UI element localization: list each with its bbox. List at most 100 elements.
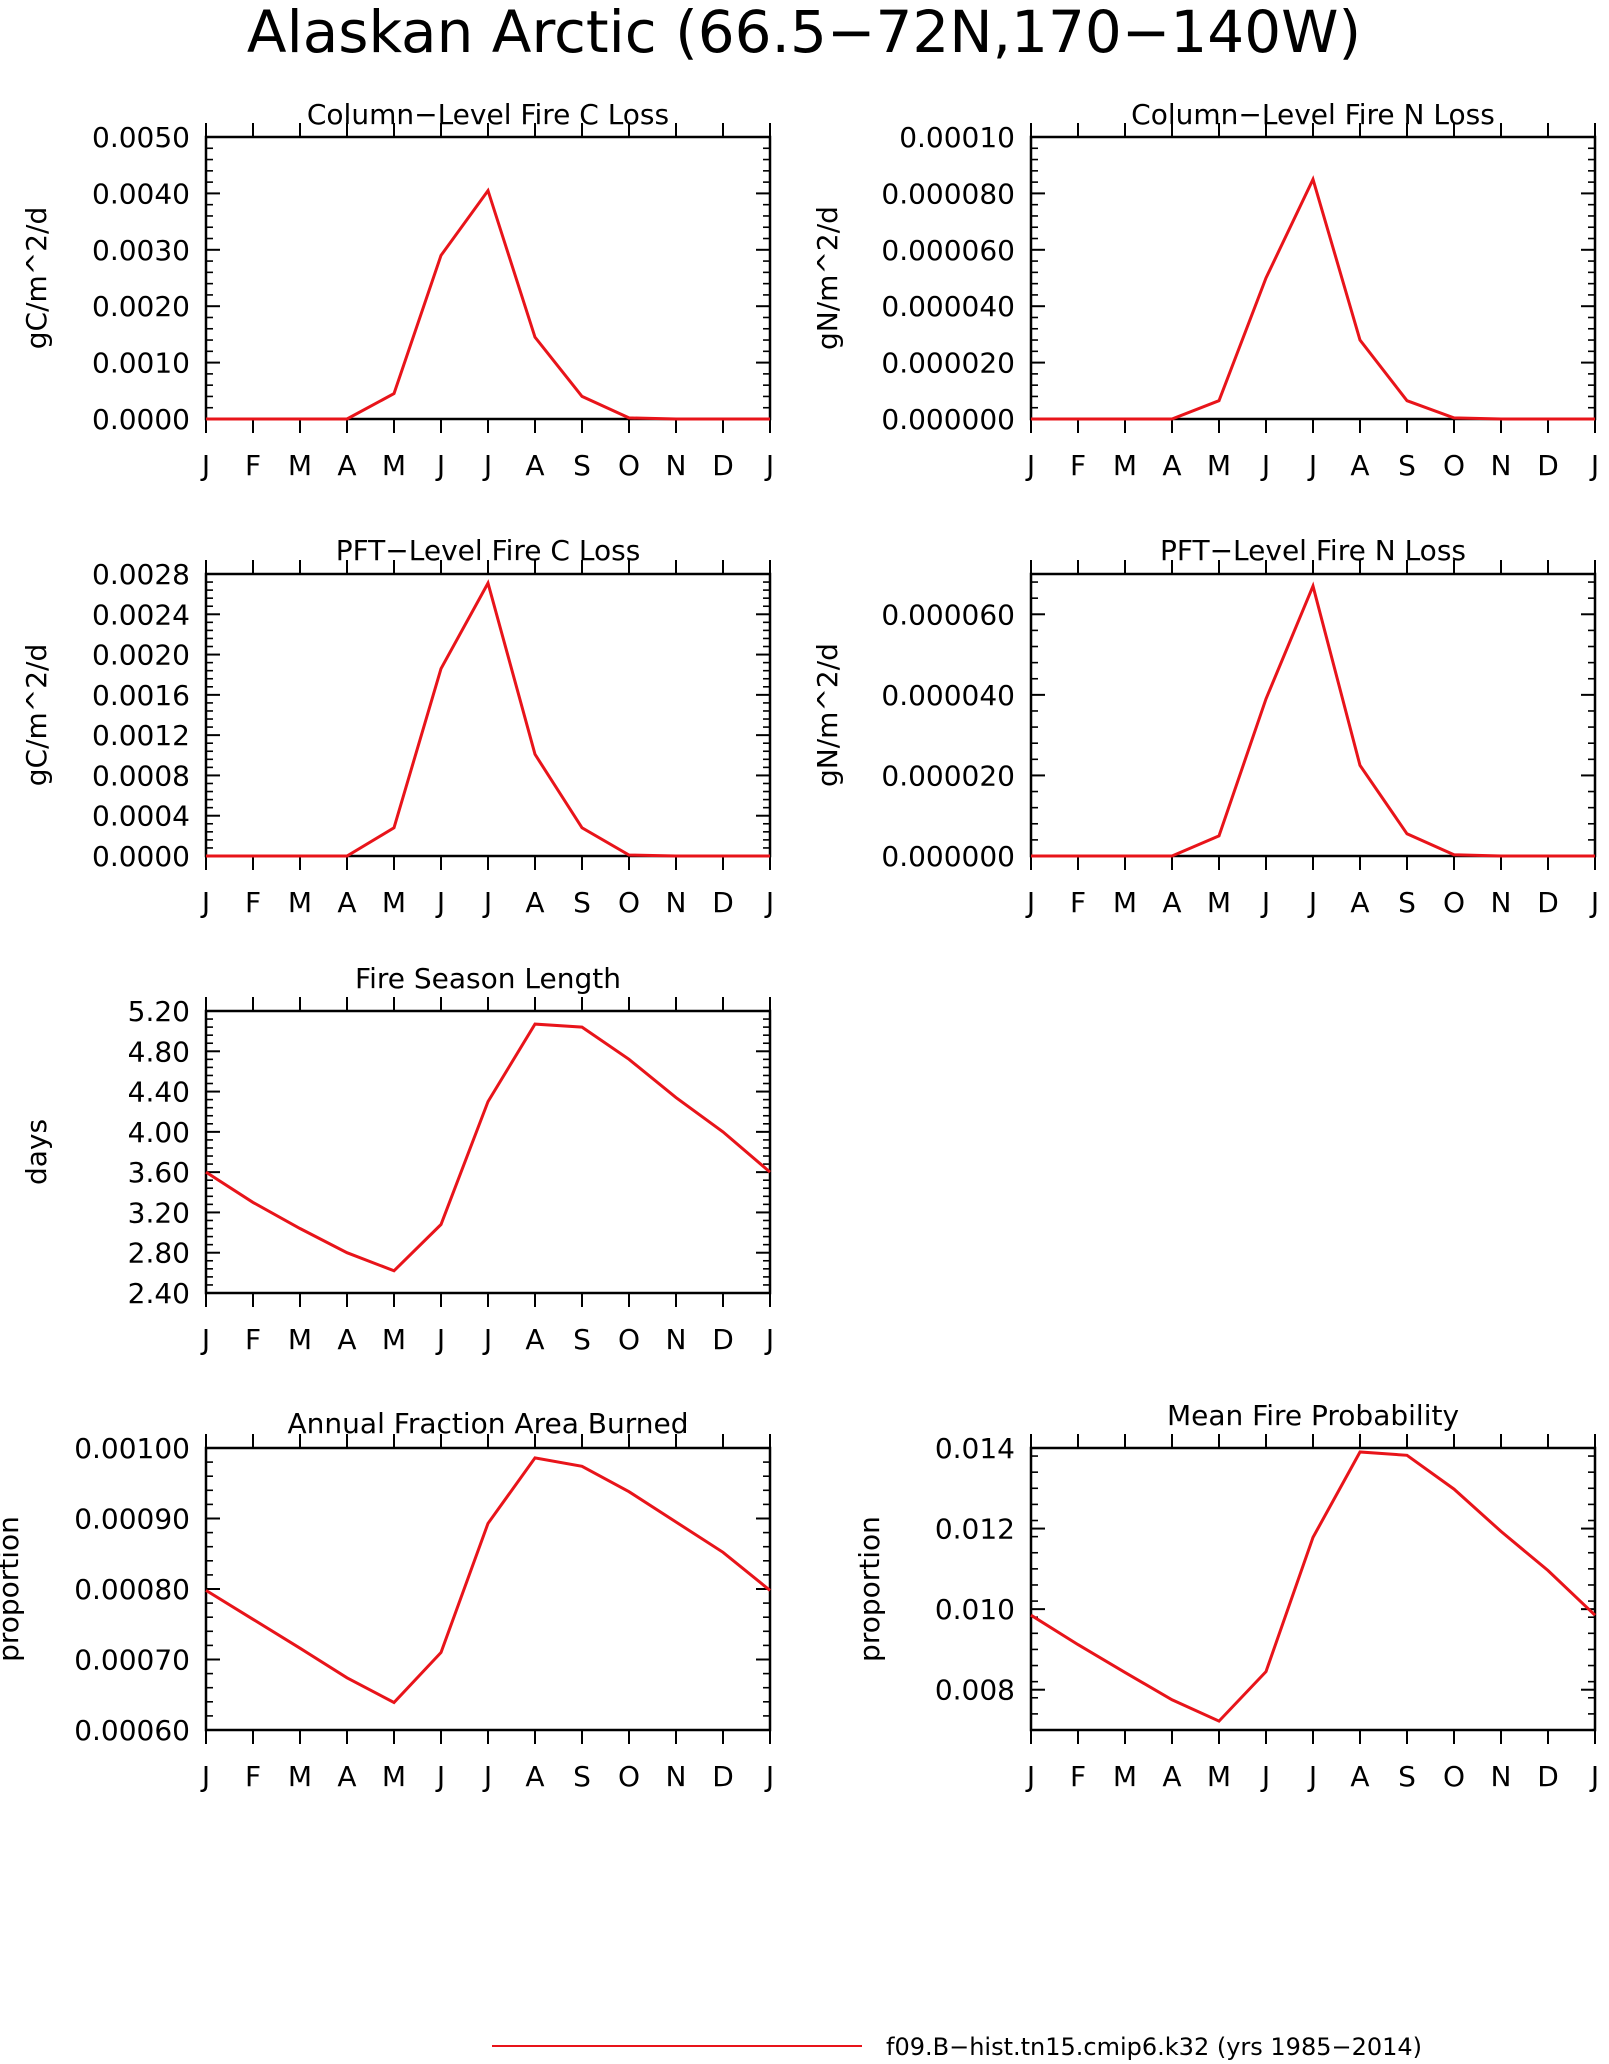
y-tick-label: 0.0020	[92, 290, 190, 323]
x-tick-label: J	[1260, 886, 1270, 919]
x-tick-label: N	[1491, 449, 1512, 482]
series-line	[206, 579, 770, 858]
series-line	[1030, 1450, 1597, 1723]
y-tick-label: 0.00060	[74, 1714, 190, 1747]
y-tick-label: 0.0050	[92, 121, 190, 154]
x-tick-label: M	[1207, 449, 1231, 482]
x-tick-label: J	[482, 1323, 492, 1356]
y-tick-label: 4.40	[128, 1076, 190, 1109]
y-tick-label: 0.0024	[92, 598, 190, 631]
x-tick-label: J	[200, 1760, 210, 1793]
series-line	[205, 1022, 771, 1273]
x-tick-label: A	[525, 1760, 544, 1793]
y-tick-label: 4.80	[128, 1035, 190, 1068]
y-tick-label: 0.000020	[881, 759, 1015, 792]
x-tick-label: J	[1589, 449, 1599, 482]
x-tick-label: A	[1350, 886, 1369, 919]
y-tick-label: 4.00	[128, 1116, 190, 1149]
plot-frame	[204, 572, 772, 858]
x-tick-label: D	[1537, 886, 1559, 919]
x-tick-label: A	[1162, 886, 1181, 919]
x-tick-label: M	[382, 886, 406, 919]
y-tick-label: 0.00090	[74, 1503, 190, 1536]
y-tick-label: 0.0008	[92, 759, 190, 792]
x-tick-label: O	[1443, 449, 1465, 482]
x-tick-label: J	[200, 886, 210, 919]
x-tick-label: J	[200, 449, 210, 482]
x-tick-label: J	[1589, 1760, 1599, 1793]
x-tick-label: D	[712, 1760, 734, 1793]
x-tick-label: A	[1350, 1760, 1369, 1793]
y-axis-label: gN/m^2/d	[811, 206, 844, 350]
x-tick-label: A	[1162, 1760, 1181, 1793]
y-tick-label: 0.00100	[74, 1432, 190, 1465]
x-tick-label: J	[435, 449, 445, 482]
x-tick-label: O	[618, 449, 640, 482]
y-tick-label: 0.008	[935, 1674, 1015, 1707]
figure-title: Alaskan Arctic (66.5−72N,170−140W)	[247, 0, 1361, 66]
x-tick-label: N	[1491, 886, 1512, 919]
legend: f09.B−hist.tn15.cmip6.k32 (yrs 1985−2014…	[492, 2033, 1422, 2061]
x-tick-label: F	[1070, 1760, 1086, 1793]
x-tick-label: S	[573, 1760, 591, 1793]
y-tick-label: 2.80	[128, 1237, 190, 1270]
x-tick-label: J	[1025, 886, 1035, 919]
series-line	[1031, 581, 1595, 858]
panel-title: Annual Fraction Area Burned	[288, 1407, 689, 1440]
y-tick-label: 0.0000	[92, 840, 190, 873]
y-tick-label: 0.0028	[92, 558, 190, 591]
x-tick-label: F	[1070, 886, 1086, 919]
x-tick-label: A	[337, 1323, 356, 1356]
x-tick-label: D	[712, 1323, 734, 1356]
y-tick-label: 0.0010	[92, 347, 190, 380]
y-axis-label: days	[20, 1119, 53, 1185]
panel-season: 2.402.803.203.604.004.404.805.20J F M A M J J A…	[20, 962, 774, 1356]
x-tick-label: A	[337, 449, 356, 482]
x-tick-label: J	[1260, 449, 1270, 482]
x-tick-label: S	[573, 886, 591, 919]
panel-col-n: 0.000000 0.000020 0.000040 0.000060 0.000080…	[811, 98, 1599, 482]
x-tick-label: J	[435, 1323, 445, 1356]
x-tick-label: J	[482, 1760, 492, 1793]
y-tick-label: 0.0016	[92, 679, 190, 712]
x-tick-label: M	[288, 1323, 312, 1356]
x-tick-label: M	[382, 1760, 406, 1793]
x-tick-label: S	[573, 449, 591, 482]
x-tick-label: M	[382, 449, 406, 482]
x-tick-label: M	[1113, 1760, 1137, 1793]
y-tick-label: 2.40	[128, 1277, 190, 1310]
y-tick-label: 0.00070	[74, 1644, 190, 1677]
x-tick-label: J	[764, 1323, 774, 1356]
x-tick-label: J	[1307, 449, 1317, 482]
y-tick-label: 3.60	[128, 1156, 190, 1189]
x-tick-label: J	[482, 886, 492, 919]
x-tick-label: A	[525, 1323, 544, 1356]
y-tick-label: 0.00080	[74, 1573, 190, 1606]
y-axis-label: gC/m^2/d	[20, 207, 53, 350]
y-tick-label: 0.0020	[92, 639, 190, 672]
x-tick-label: S	[573, 1323, 591, 1356]
panel-title: Fire Season Length	[355, 962, 621, 995]
panel-title: Mean Fire Probability	[1167, 1399, 1459, 1432]
y-tick-label: 0.014	[935, 1432, 1015, 1465]
x-tick-label: N	[1491, 1760, 1512, 1793]
x-tick-label: A	[337, 1760, 356, 1793]
x-tick-label: D	[1537, 449, 1559, 482]
y-tick-label: 0.000020	[881, 347, 1015, 380]
y-tick-label: 0.000040	[881, 290, 1015, 323]
x-tick-label: S	[1398, 449, 1416, 482]
x-tick-label: J	[1025, 449, 1035, 482]
x-tick-label: N	[666, 886, 687, 919]
x-tick-label: M	[1207, 1760, 1231, 1793]
x-tick-label: D	[712, 449, 734, 482]
x-tick-label: O	[618, 886, 640, 919]
plot-frame	[1029, 1446, 1597, 1732]
x-tick-label: N	[666, 449, 687, 482]
y-tick-label: 0.0030	[92, 234, 190, 267]
x-tick-label: J	[1307, 1760, 1317, 1793]
